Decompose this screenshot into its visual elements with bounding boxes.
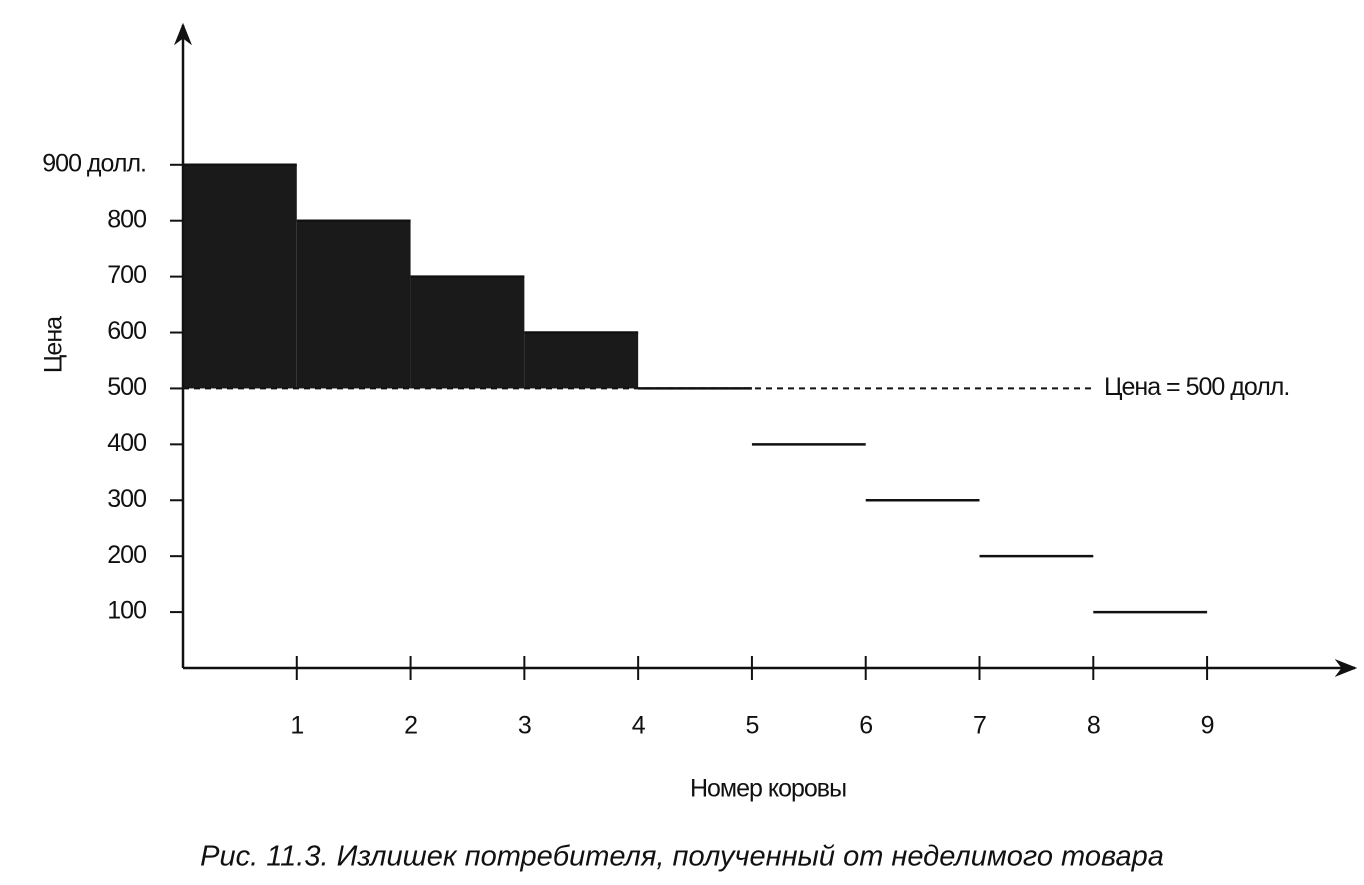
y-tick-label: 200 — [107, 541, 146, 569]
surplus-area — [296, 220, 411, 389]
y-axis-label: Цена — [40, 316, 68, 373]
y-tick-label: 800 — [107, 205, 146, 233]
y-tick-label: 400 — [107, 429, 146, 457]
surplus-area — [410, 276, 525, 389]
x-tick-label: 1 — [290, 712, 303, 740]
x-tick-label: 3 — [518, 712, 531, 740]
x-tick-label: 6 — [859, 712, 872, 740]
y-tick-label: 300 — [107, 485, 146, 513]
y-tick-label: 900 долл. — [42, 149, 146, 177]
caption: Рис. 11.3. Излишек потребителя, полученн… — [200, 841, 1164, 873]
x-tick-label: 2 — [404, 712, 417, 740]
surplus-area — [183, 164, 297, 389]
x-tick-label: 7 — [973, 712, 986, 740]
surplus-area — [524, 332, 639, 389]
y-tick-label: 500 — [107, 373, 146, 401]
x-tick-label: 4 — [632, 712, 646, 740]
x-tick-label: 8 — [1087, 712, 1100, 740]
x-tick-label: 5 — [745, 712, 758, 740]
y-tick-label: 600 — [107, 317, 146, 345]
x-tick-label: 9 — [1201, 712, 1214, 740]
x-axis-label: Номер коровы — [690, 775, 846, 803]
y-tick-label: 100 — [107, 597, 146, 625]
price-label: Цена = 500 долл. — [1104, 373, 1289, 401]
y-tick-label: 700 — [107, 261, 146, 289]
